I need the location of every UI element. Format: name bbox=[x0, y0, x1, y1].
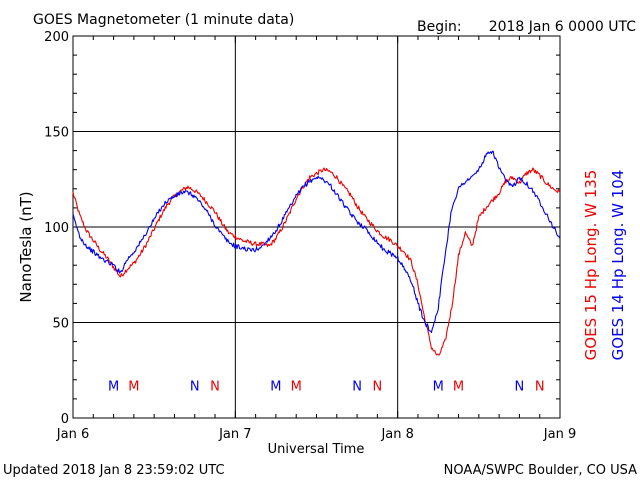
legend-goes15: GOES 15 Hp Long. W 135 bbox=[582, 170, 600, 361]
midnight-marker: M bbox=[270, 380, 281, 395]
legend-goes14: GOES 14 Hp Long. W 104 bbox=[609, 170, 627, 361]
updated-timestamp: Updated 2018 Jan 8 23:59:02 UTC bbox=[3, 463, 225, 478]
noon-marker: N bbox=[373, 380, 383, 395]
x-tick-label: Jan 6 bbox=[56, 427, 89, 442]
y-tick-label: 200 bbox=[44, 30, 69, 45]
chart-title: GOES Magnetometer (1 minute data) bbox=[33, 12, 294, 28]
source-credit: NOAA/SWPC Boulder, CO USA bbox=[444, 463, 637, 478]
begin-label: Begin: bbox=[417, 19, 462, 35]
midnight-marker: M bbox=[128, 380, 139, 395]
noon-marker: N bbox=[190, 380, 200, 395]
y-axis-title: NanoTesla (nT) bbox=[17, 191, 35, 302]
midnight-marker: M bbox=[291, 380, 302, 395]
series-layer bbox=[72, 150, 561, 356]
x-axis-title: Universal Time bbox=[268, 442, 365, 457]
midnight-marker: M bbox=[453, 380, 464, 395]
noon-marker: N bbox=[515, 380, 525, 395]
series-line-goes15 bbox=[72, 167, 561, 356]
begin-value: 2018 Jan 6 0000 UTC bbox=[489, 19, 637, 35]
x-tick-label: Jan 7 bbox=[218, 427, 251, 442]
y-tick-label: 100 bbox=[44, 221, 69, 236]
noon-marker: N bbox=[352, 380, 362, 395]
y-tick-label: 150 bbox=[44, 126, 69, 141]
y-tick-label: 50 bbox=[52, 317, 69, 332]
x-tick-label: Jan 8 bbox=[380, 427, 413, 442]
noon-marker: N bbox=[210, 380, 220, 395]
axis-ticks: 0 50 100 150 200 Jan 6 Jan 7 Jan 8 Jan 9 bbox=[44, 30, 576, 442]
series-line-goes14 bbox=[72, 150, 561, 333]
midnight-marker: M bbox=[108, 380, 119, 395]
x-tick-label: Jan 9 bbox=[543, 427, 576, 442]
y-tick-label: 0 bbox=[61, 412, 69, 427]
noon-marker: N bbox=[535, 380, 545, 395]
grid-lines bbox=[73, 36, 560, 418]
midnight-marker: M bbox=[433, 380, 444, 395]
